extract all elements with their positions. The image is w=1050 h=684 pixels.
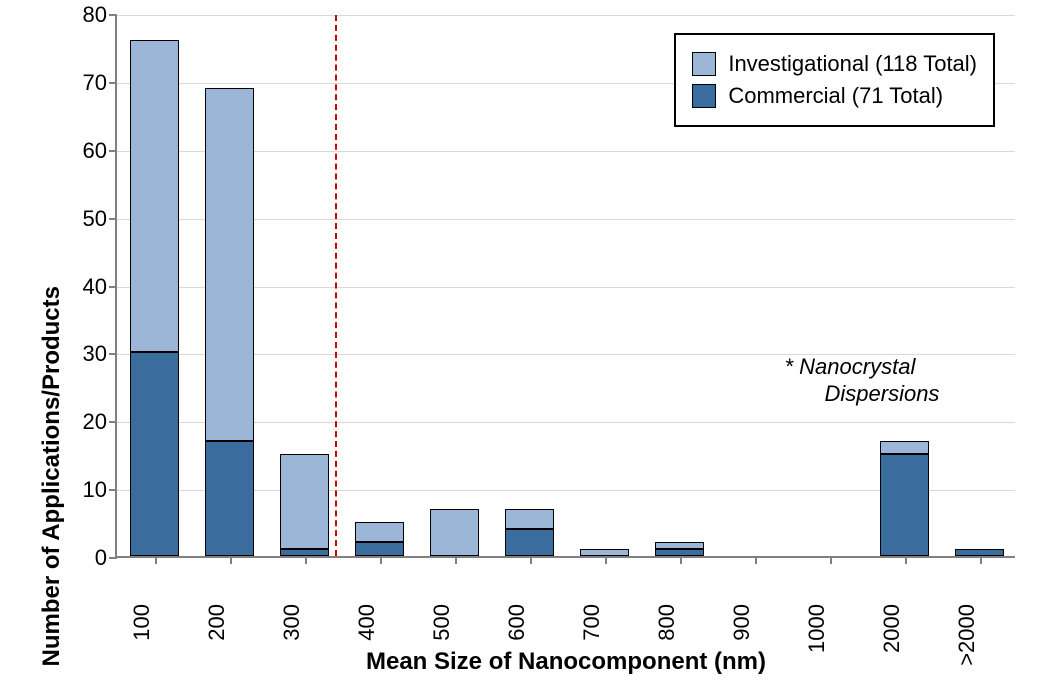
x-tick-mark xyxy=(755,556,757,564)
annotation-line1: * Nanocrystal xyxy=(785,354,940,380)
y-tick-label: 30 xyxy=(83,341,107,367)
x-tick-mark xyxy=(605,556,607,564)
x-tick-label: 200 xyxy=(204,604,230,641)
x-tick-mark xyxy=(980,556,982,564)
bar-segment-commercial xyxy=(505,529,555,556)
legend-swatch xyxy=(692,52,716,76)
legend: Investigational (118 Total) Commercial (7… xyxy=(674,33,995,127)
reference-line xyxy=(335,15,337,556)
y-axis-title: Number of Applications/Products xyxy=(38,286,66,666)
x-tick-mark xyxy=(680,556,682,564)
x-tick-label: 100 xyxy=(129,604,155,641)
y-tick-label: 0 xyxy=(95,545,107,571)
y-tick-mark xyxy=(109,14,117,16)
y-tick-mark xyxy=(109,218,117,220)
y-tick-label: 10 xyxy=(83,477,107,503)
bar-segment-investigational xyxy=(355,522,405,542)
grid-line xyxy=(117,15,1015,16)
y-tick-label: 70 xyxy=(83,70,107,96)
bar-segment-commercial xyxy=(130,352,180,556)
y-tick-label: 80 xyxy=(83,2,107,28)
bar-segment-commercial xyxy=(280,549,330,556)
bar-segment-investigational xyxy=(505,509,555,529)
y-tick-mark xyxy=(109,82,117,84)
bar-segment-investigational xyxy=(280,454,330,549)
y-tick-mark xyxy=(109,150,117,152)
legend-label: Commercial (71 Total) xyxy=(728,83,943,109)
legend-label: Investigational (118 Total) xyxy=(728,51,977,77)
x-tick-mark xyxy=(380,556,382,564)
bar-segment-investigational xyxy=(880,441,930,455)
bar-segment-investigational xyxy=(130,40,180,352)
x-axis-title: Mean Size of Nanocomponent (nm) xyxy=(366,648,766,676)
legend-swatch xyxy=(692,84,716,108)
x-tick-label: 800 xyxy=(654,604,680,641)
legend-item-investigational: Investigational (118 Total) xyxy=(692,51,977,77)
x-tick-label: 900 xyxy=(729,604,755,641)
y-tick-mark xyxy=(109,353,117,355)
bar-segment-investigational xyxy=(430,509,480,557)
y-tick-label: 20 xyxy=(83,409,107,435)
y-tick-mark xyxy=(109,286,117,288)
y-tick-mark xyxy=(109,489,117,491)
legend-item-commercial: Commercial (71 Total) xyxy=(692,83,977,109)
x-tick-label: 600 xyxy=(504,604,530,641)
bar-segment-commercial xyxy=(655,549,705,556)
y-tick-label: 40 xyxy=(83,274,107,300)
y-tick-mark xyxy=(109,557,117,559)
y-tick-label: 50 xyxy=(83,206,107,232)
x-tick-label: 2000 xyxy=(879,604,905,653)
y-tick-label: 60 xyxy=(83,138,107,164)
annotation-nanocrystal: * NanocrystalDispersions xyxy=(785,354,940,407)
x-tick-mark xyxy=(905,556,907,564)
x-tick-mark xyxy=(155,556,157,564)
annotation-line2: Dispersions xyxy=(785,381,940,407)
bar-segment-commercial xyxy=(955,549,1005,556)
x-tick-mark xyxy=(530,556,532,564)
plot-area: 0102030405060708010020030040050060070080… xyxy=(115,15,1015,558)
x-tick-label: 700 xyxy=(579,604,605,641)
x-tick-label: 300 xyxy=(279,604,305,641)
bar-segment-commercial xyxy=(880,454,930,556)
bar-segment-investigational xyxy=(655,542,705,549)
x-tick-label: >2000 xyxy=(954,604,980,666)
bar-segment-investigational xyxy=(205,88,255,441)
x-tick-mark xyxy=(305,556,307,564)
x-tick-mark xyxy=(230,556,232,564)
x-tick-label: 400 xyxy=(354,604,380,641)
y-tick-mark xyxy=(109,421,117,423)
bar-segment-commercial xyxy=(355,542,405,556)
x-tick-mark xyxy=(455,556,457,564)
bar-segment-commercial xyxy=(205,441,255,556)
x-tick-label: 1000 xyxy=(804,604,830,653)
x-tick-mark xyxy=(830,556,832,564)
bar-segment-investigational xyxy=(580,549,630,556)
x-tick-label: 500 xyxy=(429,604,455,641)
